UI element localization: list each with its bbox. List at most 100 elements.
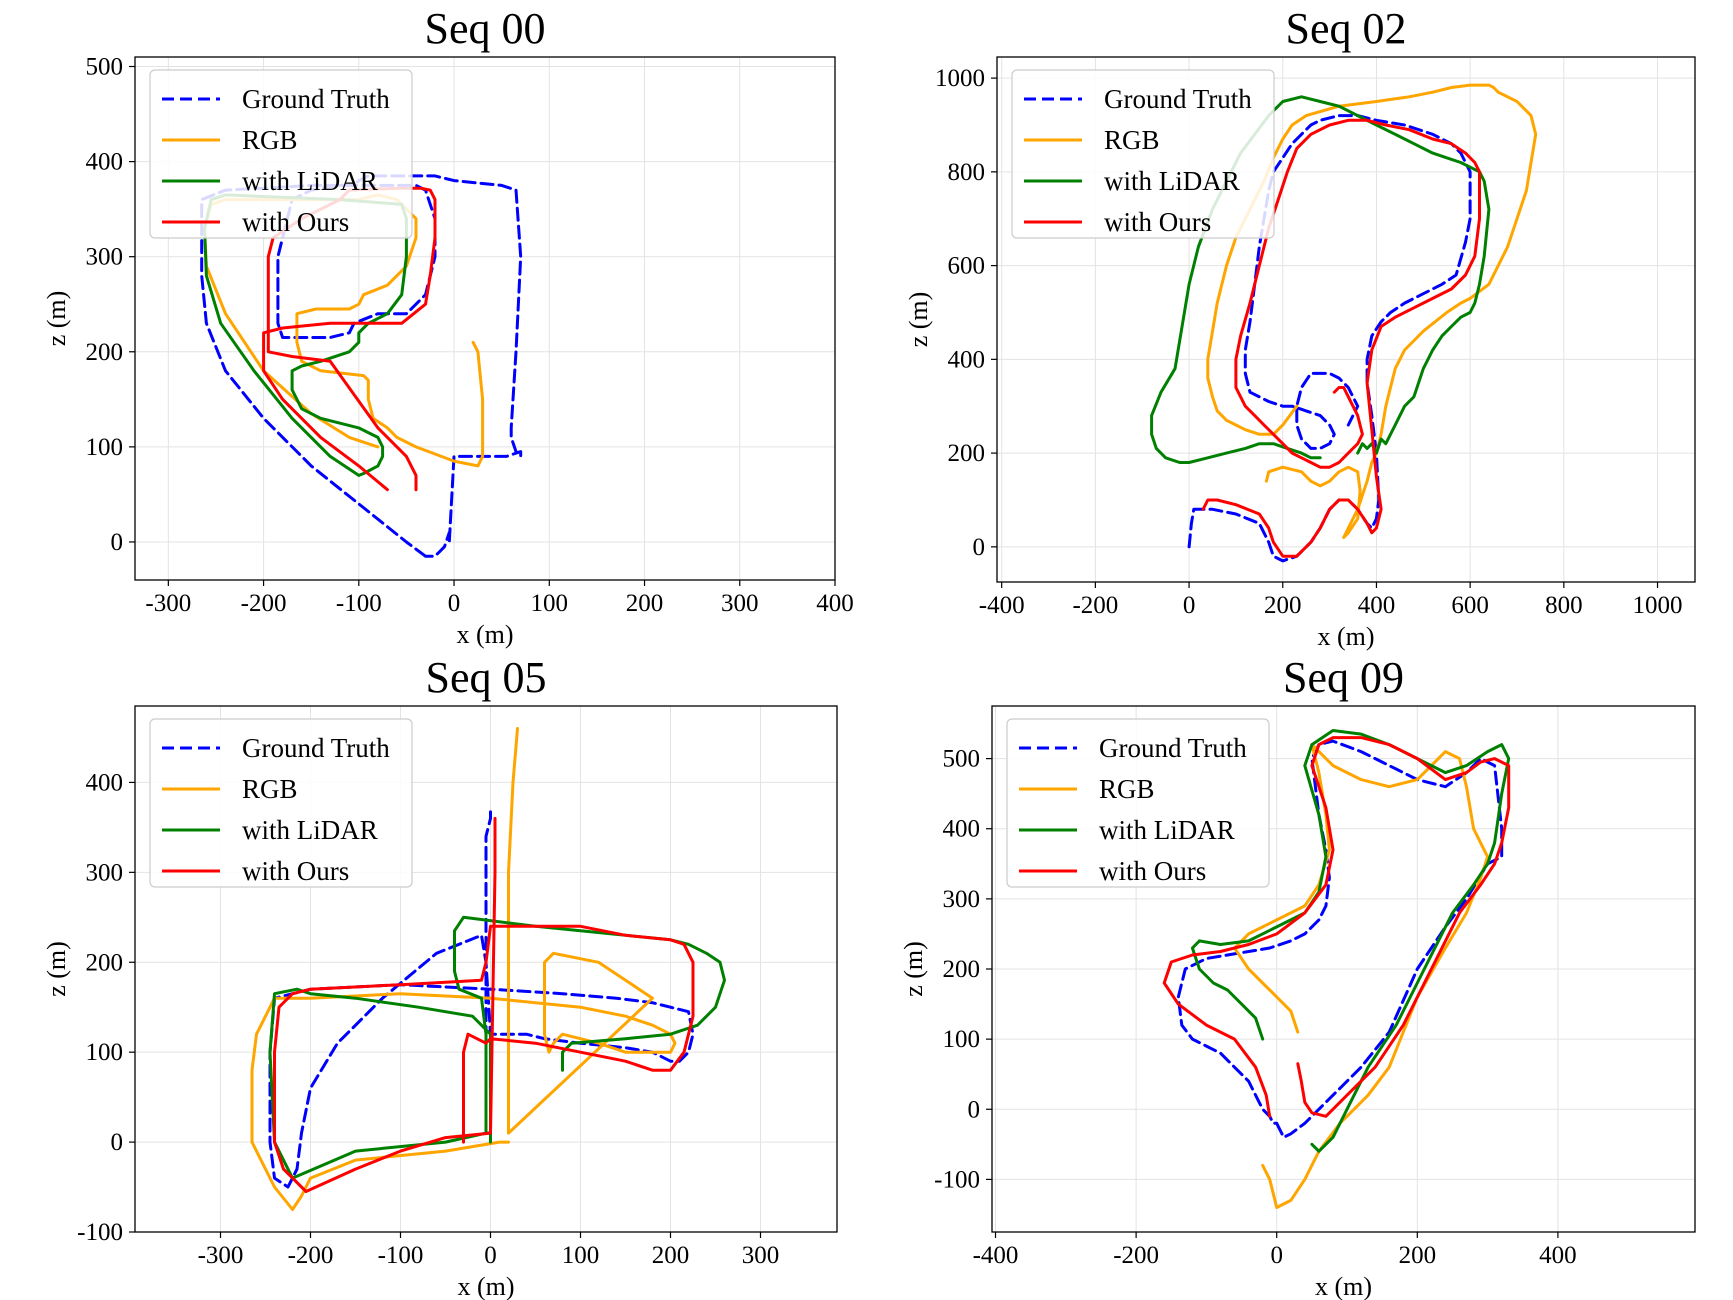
legend-box (1006, 718, 1270, 888)
chart-panel-seq-09: -400 -200 0 200 400 -100 0 100 200 300 400 500 Seq 0… (899, 653, 1696, 1300)
chart-title: Seq 09 (1283, 653, 1404, 702)
legend-box (1011, 69, 1275, 239)
x-tick-label: 1000 (1633, 592, 1683, 619)
x-axis-label: x (m) (1315, 1272, 1372, 1300)
y-tick-label: 300 (943, 886, 981, 913)
legend-label-with-ours: with Ours (1104, 207, 1211, 237)
x-tick-label: -400 (973, 1242, 1019, 1269)
legend-label-ground-truth: Ground Truth (242, 733, 390, 763)
series-line-with-ours (1162, 736, 1511, 1118)
series-line-with-lidar (1190, 729, 1511, 1153)
legend: Ground Truth RGB with LiDAR with Ours (1006, 718, 1270, 888)
legend-label-with-ours: with Ours (242, 856, 349, 886)
legend-label-ground-truth: Ground Truth (242, 84, 390, 114)
x-tick-label: -200 (241, 590, 287, 617)
y-tick-label: 1000 (935, 65, 985, 92)
legend-label-with-lidar: with LiDAR (1099, 815, 1235, 845)
y-tick-label: 300 (86, 244, 124, 271)
legend: Ground Truth RGB with LiDAR with Ours (1011, 69, 1275, 239)
x-tick-label: 0 (1183, 592, 1196, 619)
y-tick-label: 800 (948, 159, 986, 186)
x-tick-label: 100 (562, 1242, 600, 1269)
y-tick-label: 100 (943, 1026, 981, 1053)
series-line-with-lidar (203, 193, 408, 477)
x-tick-label: 300 (742, 1242, 780, 1269)
legend-label-rgb: RGB (1104, 125, 1160, 155)
x-tick-label: 800 (1545, 592, 1583, 619)
series-line-with-ours (273, 816, 695, 1193)
x-tick-label: 200 (652, 1242, 690, 1269)
chart-panel-seq-02: -400 -200 0 200 400 600 800 1000 0 200 400 600 800 10… (904, 4, 1696, 651)
x-tick-label: -200 (1113, 1242, 1159, 1269)
chart-title: Seq 02 (1286, 4, 1407, 53)
legend-label-with-lidar: with LiDAR (242, 166, 378, 196)
x-tick-label: 100 (531, 590, 569, 617)
series-line-with-lidar (1150, 95, 1491, 464)
x-tick-label: 600 (1451, 592, 1489, 619)
x-tick-label: 400 (1539, 1242, 1577, 1269)
y-axis-label: z (m) (899, 941, 928, 997)
y-tick-label: 400 (943, 816, 981, 843)
legend-label-rgb: RGB (1099, 774, 1155, 804)
x-tick-label: 200 (1399, 1242, 1437, 1269)
x-axis-label: x (m) (457, 1272, 514, 1300)
chart-panel-seq-00: -300 -200 -100 0 100 200 300 400 0 100 200 300 400 50… (42, 4, 854, 649)
plot-frame (134, 56, 836, 581)
y-tick-label: 200 (86, 339, 124, 366)
legend-label-with-lidar: with LiDAR (1104, 166, 1240, 196)
y-tick-label: 300 (86, 859, 124, 886)
series-line-with-ours (1201, 118, 1481, 558)
x-tick-label: 300 (721, 590, 759, 617)
legend-label-ground-truth: Ground Truth (1099, 733, 1247, 763)
y-tick-label: 500 (86, 54, 124, 81)
x-tick-label: -200 (1072, 592, 1118, 619)
legend-label-with-lidar: with LiDAR (242, 815, 378, 845)
y-tick-label: 200 (943, 956, 981, 983)
series-line-rgb (1233, 743, 1490, 1209)
series-line-with-lidar (268, 915, 726, 1180)
legend-label-with-ours: with Ours (242, 207, 349, 237)
series-group (250, 727, 726, 1211)
y-tick-label: 100 (86, 1039, 124, 1066)
y-tick-label: 0 (111, 529, 124, 556)
series-line-with-ours (262, 186, 437, 492)
y-tick-label: -100 (934, 1166, 980, 1193)
x-tick-label: -100 (336, 590, 382, 617)
x-tick-label: -400 (979, 592, 1025, 619)
legend-label-ground-truth: Ground Truth (1104, 84, 1252, 114)
legend-label-rgb: RGB (242, 774, 298, 804)
y-tick-label: 200 (86, 949, 124, 976)
y-tick-label: 400 (86, 149, 124, 176)
y-tick-label: 400 (86, 769, 124, 796)
y-axis-label: z (m) (904, 292, 933, 348)
x-tick-label: 200 (626, 590, 664, 617)
x-tick-label: 0 (448, 590, 461, 617)
y-tick-label: -100 (77, 1219, 123, 1246)
x-tick-label: -100 (378, 1242, 424, 1269)
y-tick-label: 100 (86, 434, 124, 461)
series-line-ground-truth (268, 807, 695, 1189)
x-tick-label: 0 (1270, 1242, 1283, 1269)
y-tick-label: 0 (968, 1096, 981, 1123)
legend-label-with-ours: with Ours (1099, 856, 1206, 886)
legend: Ground Truth RGB with LiDAR with Ours (149, 69, 413, 239)
y-tick-label: 600 (948, 253, 986, 280)
y-tick-label: 500 (943, 746, 981, 773)
series-line-rgb (1206, 83, 1538, 539)
x-tick-label: -300 (145, 590, 191, 617)
y-tick-label: 400 (948, 346, 986, 373)
plot-frame (996, 56, 1696, 583)
legend-box (149, 718, 413, 888)
x-tick-label: -200 (288, 1242, 334, 1269)
y-tick-label: 0 (111, 1129, 124, 1156)
plot-frame (134, 705, 838, 1233)
chart-title: Seq 00 (425, 4, 546, 53)
legend-label-rgb: RGB (242, 125, 298, 155)
x-tick-label: 200 (1264, 592, 1302, 619)
y-axis-label: z (m) (42, 941, 71, 997)
x-axis-label: x (m) (456, 620, 513, 649)
chart-title: Seq 05 (426, 653, 547, 702)
chart-panel-seq-05: -300 -200 -100 0 100 200 300 -100 0 100 200 300 400 S… (42, 653, 838, 1300)
y-tick-label: 0 (973, 534, 986, 561)
